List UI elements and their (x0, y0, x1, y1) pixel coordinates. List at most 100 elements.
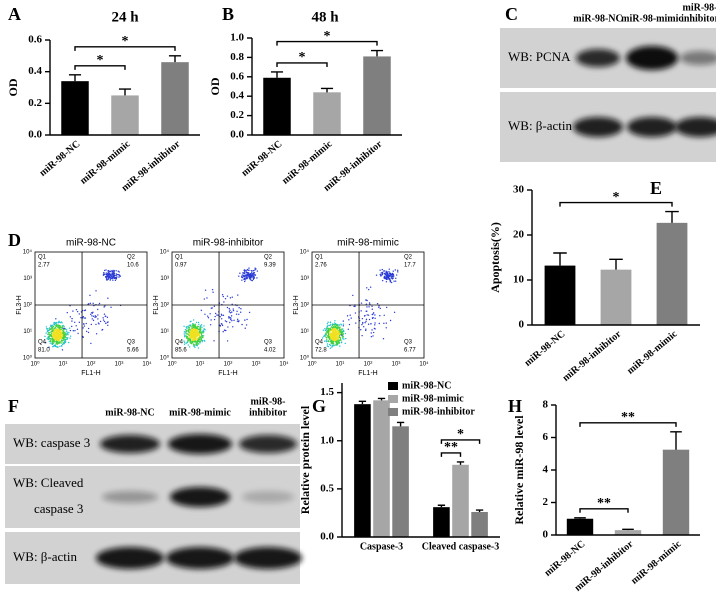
lane-label: miR-98- (683, 2, 716, 13)
flow-dot (204, 313, 206, 315)
flow-dot (72, 310, 74, 312)
flow-dot (246, 318, 248, 321)
flow-dot (183, 341, 186, 343)
flow-dot (191, 335, 193, 338)
flow-dot (103, 269, 106, 272)
flow-dot (387, 278, 389, 281)
flow-dot (393, 311, 396, 314)
flow-dot (366, 299, 368, 302)
flow-dot (241, 274, 244, 276)
flow-dot (107, 272, 109, 275)
flow-dot (337, 326, 339, 328)
flow-x-tick-label: 10⁴ (279, 361, 289, 368)
y-tick-label: 0.0 (230, 129, 244, 141)
flow-dot (211, 307, 213, 309)
flow-dot (388, 274, 390, 277)
flow-dot (59, 341, 61, 343)
flow-dot (57, 324, 59, 326)
flow-dot (331, 324, 334, 327)
row-label: caspase 3 (34, 501, 83, 516)
significance-label: ** (597, 496, 611, 511)
flow-dot (251, 271, 253, 273)
flow-dot (326, 338, 328, 340)
error-bar (68, 74, 82, 82)
flow-dot (60, 342, 63, 344)
flow-dot (190, 320, 192, 323)
flow-dot (56, 334, 59, 337)
flow-dot (115, 270, 117, 272)
flow-dot (106, 316, 109, 319)
flow-dot (385, 322, 387, 324)
legend-label: miR-98-mimic (402, 393, 464, 404)
flow-dot (203, 325, 205, 327)
flow-dot (69, 337, 71, 339)
flow-dot (48, 327, 51, 329)
flow-dot (102, 319, 105, 321)
flow-dot (63, 336, 65, 338)
flow-dot (107, 270, 109, 272)
flow-dot (69, 335, 72, 337)
flow-dot (228, 311, 231, 313)
flow-dot (53, 344, 55, 346)
flow-y-tick-label: 10³ (23, 276, 32, 282)
flow-y-tick-label: 10⁰ (23, 355, 33, 362)
flow-dot (61, 336, 63, 338)
flow-dot (111, 270, 114, 273)
flow-dot (189, 341, 192, 343)
flow-dot (52, 342, 54, 344)
flow-dot (229, 312, 232, 314)
flow-dot (326, 327, 329, 329)
flow-dot (245, 324, 248, 326)
flow-dot (385, 306, 388, 309)
flow-dot (85, 330, 88, 333)
flow-dot (223, 301, 225, 303)
flow-dot (192, 326, 194, 328)
quadrant-name: Q3 (404, 340, 413, 346)
flow-dot (229, 309, 231, 311)
flow-dot (354, 305, 356, 308)
flow-dot (184, 331, 186, 333)
flow-dot (209, 313, 211, 315)
flow-dot (375, 274, 378, 276)
flow-dot (112, 279, 114, 281)
significance-label: * (324, 29, 331, 44)
flow-dot (194, 325, 196, 327)
flow-dot (241, 323, 243, 326)
flow-dot (49, 328, 52, 331)
flow-dot (332, 344, 334, 346)
flow-dot (333, 322, 336, 324)
blot-band (102, 491, 158, 503)
flow-dot (57, 339, 59, 341)
flow-dot (195, 331, 197, 334)
flow-dots (44, 269, 122, 351)
flow-dot (374, 324, 376, 326)
flow-dot (57, 332, 60, 334)
flow-dot (339, 338, 342, 340)
flow-dot (48, 340, 51, 343)
flow-dot (342, 332, 344, 335)
flow-dot (55, 333, 58, 335)
flow-x-tick-label: 10⁴ (142, 361, 152, 368)
flow-dot (192, 331, 195, 333)
flow-dot (371, 305, 373, 308)
flow-y-tick-label: 10¹ (23, 329, 32, 335)
significance-label: ** (621, 410, 635, 425)
significance-label: * (122, 34, 129, 49)
flow-dot (189, 324, 192, 326)
flow-dot (89, 302, 92, 305)
flow-dot (371, 317, 374, 320)
flow-dot (187, 344, 189, 346)
flow-dot (324, 340, 326, 342)
error-bar (320, 87, 334, 93)
flow-dot (386, 272, 389, 275)
flow-dot (102, 273, 105, 275)
flow-dot (94, 316, 96, 319)
panel-letter: H (508, 396, 522, 416)
flow-dot (327, 335, 329, 337)
flow-dot (382, 337, 385, 340)
error-bar (168, 55, 182, 63)
flow-dot (244, 327, 246, 329)
flow-dot (238, 307, 240, 309)
flow-dot (186, 341, 188, 344)
flow-dot (188, 334, 190, 336)
